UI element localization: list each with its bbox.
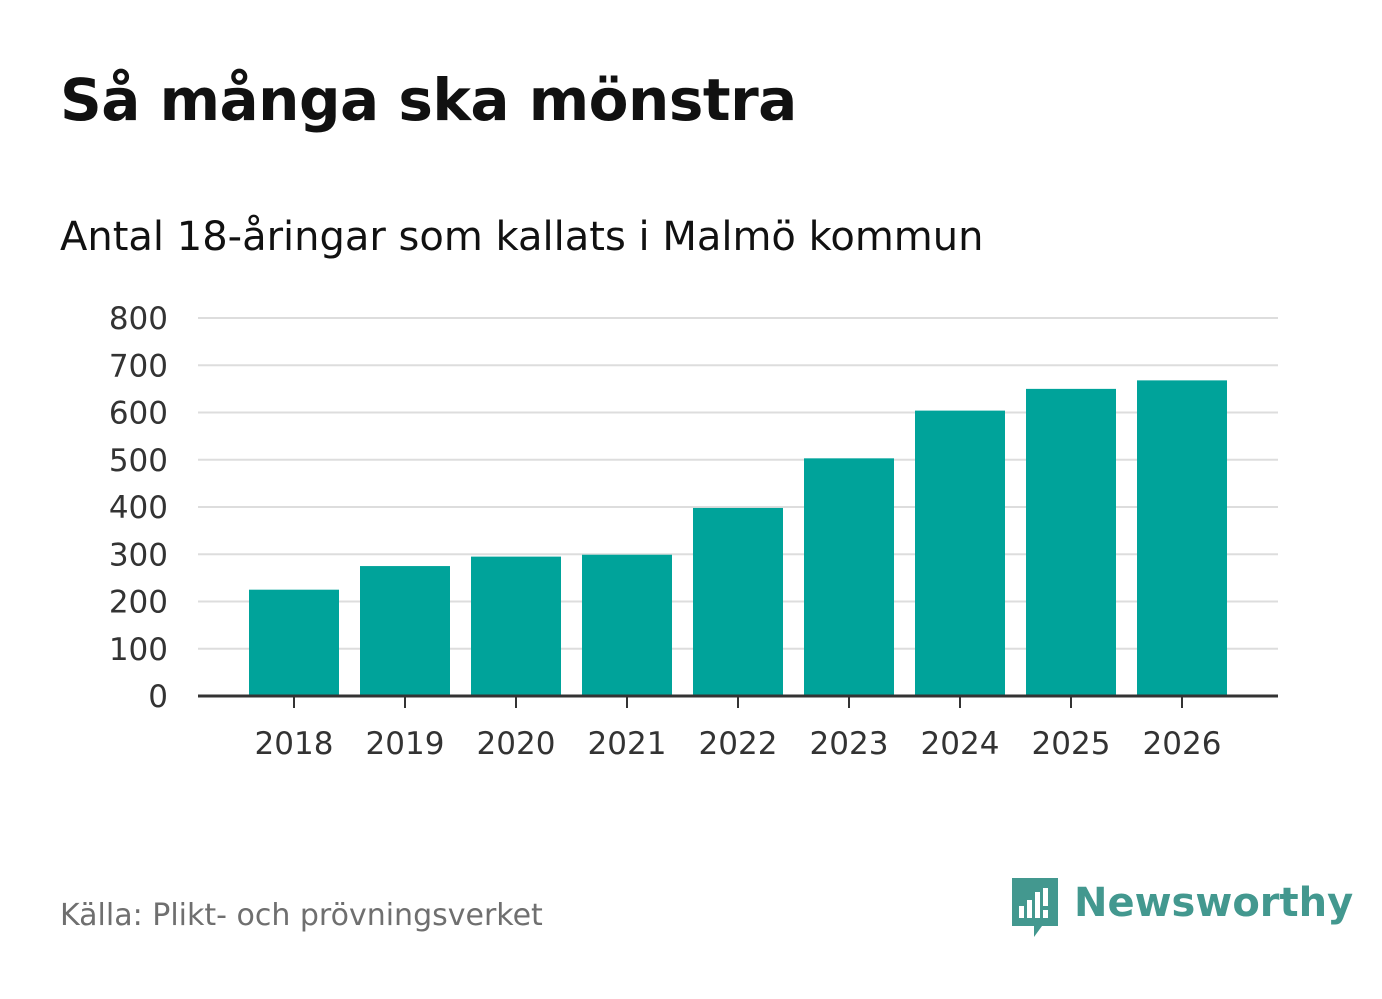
x-tick-label: 2026 (1143, 726, 1222, 762)
y-tick-label: 500 (109, 443, 168, 479)
y-tick-label: 600 (109, 396, 168, 432)
y-tick-label: 300 (109, 537, 168, 573)
bar-2022 (693, 507, 783, 696)
x-tick-label: 2019 (366, 726, 445, 762)
y-tick-label: 400 (109, 490, 168, 526)
x-axis-tick-labels: 2018 2019 2020 2021 2022 2023 2024 2025 2026 (255, 726, 1222, 762)
x-tick-label: 2020 (477, 726, 556, 762)
source-note: Källa: Plikt- och prövningsverket (60, 898, 543, 933)
x-tick-label: 2021 (588, 726, 667, 762)
bar-2020 (471, 556, 561, 696)
x-tick-label: 2025 (1032, 726, 1111, 762)
chart-subtitle: Antal 18-åringar som kallats i Malmö kom… (60, 214, 984, 260)
bar-2021 (582, 554, 672, 696)
bar-2023 (804, 458, 894, 696)
x-tick-label: 2024 (921, 726, 1000, 762)
chart-title: Så många ska mönstra (60, 66, 797, 134)
bar-2026 (1137, 380, 1227, 696)
newsworthy-bar-chart-bubble-icon (1012, 878, 1058, 937)
y-tick-label: 200 (109, 585, 168, 621)
x-tick-label: 2022 (699, 726, 778, 762)
x-tick-label: 2018 (255, 726, 334, 762)
brand-logo: Newsworthy (1010, 876, 1353, 946)
y-tick-label: 800 (109, 301, 168, 337)
bar-2025 (1026, 388, 1116, 696)
x-tick-label: 2023 (810, 726, 889, 762)
y-axis-tick-labels: 0 100 200 300 400 500 600 700 800 (109, 301, 168, 715)
bar-2018 (249, 589, 339, 696)
y-tick-label: 700 (109, 348, 168, 384)
y-tick-label: 0 (148, 679, 168, 715)
brand-name: Newsworthy (1074, 880, 1354, 926)
bar-2024 (915, 410, 1005, 696)
y-tick-label: 100 (109, 632, 168, 668)
bar-2019 (360, 566, 450, 696)
bars (249, 380, 1227, 696)
x-axis (198, 694, 1278, 708)
